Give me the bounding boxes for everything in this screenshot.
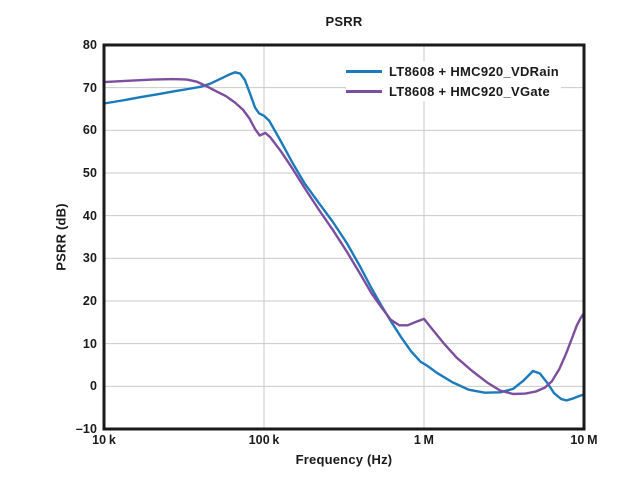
legend-item: LT8608 + HMC920_VDRain	[346, 61, 559, 81]
y-tick-label: 50	[82, 166, 97, 180]
legend-item: LT8608 + HMC920_VGate	[346, 81, 559, 101]
y-tick-label: 0	[89, 379, 97, 394]
x-tick-label: 10 k	[92, 433, 116, 447]
x-tick-label: 1 M	[413, 433, 435, 447]
series-line-1	[102, 77, 586, 396]
legend-label: LT8608 + HMC920_VDRain	[389, 63, 560, 79]
y-tick-label: 40	[82, 208, 97, 223]
legend-line-swatch	[346, 89, 382, 93]
y-tick-label: 30	[82, 251, 97, 266]
legend: LT8608 + HMC920_VDRain LT8608 + HMC920_VG…	[346, 61, 562, 101]
x-tick-label: 100 k	[248, 433, 280, 447]
y-tick-label: 20	[82, 294, 97, 308]
x-axis-label: Frequency (Hz)	[295, 452, 393, 467]
y-tick-label: 10	[82, 336, 97, 351]
y-tick-label: 70	[82, 80, 97, 95]
series-line-0	[102, 71, 586, 402]
chart-title: PSRR	[325, 14, 363, 29]
legend-label: LT8608 + HMC920_VGate	[389, 83, 551, 99]
x-tick-label: 10 M	[570, 433, 598, 447]
y-tick-label: 60	[82, 123, 97, 138]
legend-line-swatch	[346, 69, 382, 73]
y-tick-label: –10	[75, 422, 97, 436]
y-tick-label: 80	[82, 38, 97, 52]
plot-frame	[102, 43, 586, 431]
